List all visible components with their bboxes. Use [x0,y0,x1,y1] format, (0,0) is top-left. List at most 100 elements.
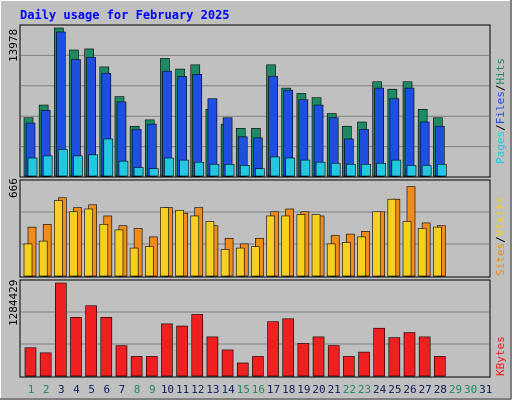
x-tick-label: 1 [28,383,35,396]
bar-kbytes [145,356,158,377]
x-tick-label: 30 [464,383,477,396]
bar-visits [69,211,78,277]
bar-kbytes [418,336,431,377]
bar-pages [209,164,220,177]
x-tick-label: 17 [267,383,280,396]
bar-pages [315,161,326,177]
bar-visits [99,224,109,277]
bar-visits [190,215,200,277]
bar-pages [376,162,386,177]
legend-separator: / [494,124,507,131]
bar-files [192,74,203,177]
chart-title: Daily usage for February 2025 [20,8,230,22]
bar-kbytes [161,323,173,377]
bar-visits [129,247,139,277]
bar-kbytes [24,347,37,377]
bar-visits [311,214,321,277]
bar-visits [433,226,442,277]
bar-kbytes [312,336,325,377]
bar-visits [266,215,275,277]
bar-pages [270,156,280,177]
bar-visits [54,200,63,277]
y-max-kbytes-label: 1284429 [7,280,20,326]
x-tick-label: 11 [176,383,189,396]
bar-visits [38,240,48,277]
x-tick-label: 20 [312,383,325,396]
bar-pages [194,161,205,177]
bar-kbytes [343,356,355,377]
x-tick-label: 22 [343,383,356,396]
bar-visits [417,228,427,277]
bar-pages [437,164,447,177]
bar-pages [391,159,402,177]
bar-kbytes [206,336,219,377]
bar-pages [133,167,144,177]
legend-separator: / [494,236,507,243]
bar-kbytes [403,332,416,377]
bar-pages [285,157,296,177]
x-tick-label: 31 [479,383,492,396]
x-tick-label: 21 [328,383,341,396]
bar-kbytes [55,282,67,377]
bar-pages [103,138,114,177]
bar-kbytes [221,349,234,377]
x-tick-label: 9 [149,383,156,396]
bar-kbytes [267,321,279,377]
bar-pages [224,164,235,177]
bar-visits [205,221,215,277]
x-tick-label: 23 [358,383,371,396]
bar-visits [23,243,33,277]
bar-visits [387,198,397,277]
x-tick-label: 10 [161,383,174,396]
legend-files: Files [494,91,507,124]
bar-pages [27,157,38,177]
bar-kbytes [327,345,340,377]
bar-visits [296,214,306,277]
bar-pages [58,149,68,177]
bar-visits [235,247,245,277]
x-tick-label: 13 [206,383,219,396]
x-tick-label: 24 [373,383,387,396]
bar-kbytes [70,317,82,377]
legend-sites-visits: Sites/Visits [494,197,507,277]
bar-kbytes [358,351,370,377]
x-tick-label: 29 [449,383,462,396]
legend-kbytes: KBytes [494,336,507,376]
x-tick-label: 26 [403,383,416,396]
bar-visits [357,236,366,277]
legend-separator: / [494,85,507,92]
bar-pages [73,155,83,177]
bar-kbytes [39,352,52,377]
x-tick-label: 18 [282,383,295,396]
bar-kbytes [297,343,310,377]
x-tick-labels: 1 2 3 4 5 6 7 8 9 10 11 12 13 14 15 16 17 18 19 20 21 22 23 24 2… [28,383,493,396]
legend-pages-files-hits: Pages/Files/Hits [494,58,507,164]
bar-files [404,87,415,177]
bar-visits [84,208,93,277]
x-tick-label: 15 [237,383,250,396]
y-max-sites-label: 666 [7,178,20,198]
bar-kbytes [100,317,113,377]
bar-visits [220,249,230,277]
x-tick-label: 4 [73,383,80,396]
x-tick-label: 12 [191,383,204,396]
bar-files [146,123,157,177]
bar-kbytes [252,356,264,377]
x-tick-label: 5 [88,383,95,396]
bar-visits [372,211,381,277]
x-tick-label: 25 [388,383,401,396]
bar-visits [342,242,351,277]
bar-kbytes [236,362,249,377]
x-tick-label: 2 [43,383,50,396]
legend-visits: Visits [494,197,507,237]
bar-visits [251,246,260,277]
bar-visits [326,243,336,277]
x-tick-label: 19 [297,383,310,396]
bar-kbytes [388,337,401,377]
bar-pages [346,164,356,177]
bar-visits [175,210,184,277]
x-tick-label: 28 [434,383,447,396]
bar-visits [160,207,169,277]
